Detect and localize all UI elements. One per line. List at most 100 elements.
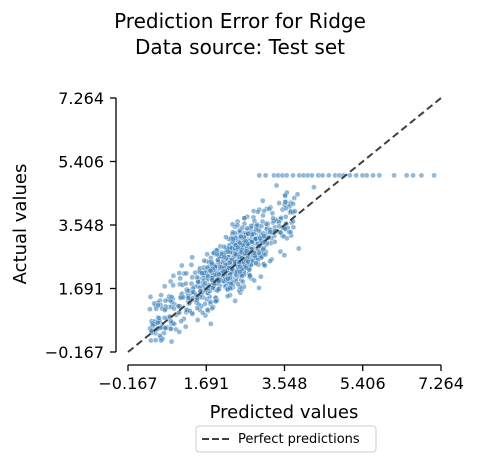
scatter-point (176, 270, 183, 276)
scatter-point (282, 192, 288, 199)
scatter-point (221, 254, 227, 260)
scatter-point (290, 224, 297, 230)
scatter-point (277, 248, 284, 255)
scatter-point (281, 252, 288, 258)
legend-label-perfect-predictions: Perfect predictions (238, 432, 360, 447)
scatter-point (201, 257, 207, 264)
scatter-point (256, 285, 262, 291)
scatter-point (208, 321, 214, 327)
scatter-point (183, 270, 190, 277)
scatter-point (242, 238, 249, 244)
scatter-point (214, 251, 220, 258)
scatter-point (261, 208, 267, 214)
scatter-point (229, 229, 236, 236)
scatter-point (245, 231, 251, 237)
scatter-point (157, 332, 163, 339)
scatter-point-capped (290, 172, 296, 179)
scatter-point (226, 259, 233, 266)
scatter-point (245, 258, 251, 265)
scatter-point (178, 318, 184, 324)
scatter-point (177, 275, 183, 282)
scatter-point (162, 297, 169, 304)
scatter-point (277, 229, 284, 236)
chart-title-line-2: Data source: Test set (135, 35, 345, 59)
scatter-point (282, 213, 289, 220)
scatter-point (154, 319, 161, 326)
scatter-point (171, 305, 177, 312)
scatter-point (176, 329, 183, 335)
scatter-point-capped (256, 172, 263, 179)
scatter-point (262, 251, 269, 258)
scatter-point (168, 326, 174, 332)
scatter-point (207, 299, 214, 305)
scatter-point (234, 222, 241, 229)
scatter-point (168, 294, 175, 300)
legend: Perfect predictions (195, 425, 377, 453)
scatter-point (238, 233, 244, 240)
scatter-point (255, 209, 261, 215)
scatter-point-capped (418, 172, 425, 179)
scatter-point (216, 271, 222, 278)
scatter-point (262, 262, 268, 269)
scatter-point (311, 184, 317, 190)
scatter-point (234, 244, 241, 251)
scatter-point-capped (347, 172, 353, 179)
y-tick-label: −0.167 (45, 343, 104, 362)
scatter-point (155, 302, 161, 309)
scatter-point (179, 262, 185, 269)
scatter-point (232, 251, 239, 258)
scatter-point (241, 215, 248, 221)
scatter-point-capped (376, 172, 383, 179)
legend-box (195, 425, 377, 453)
scatter-point (235, 281, 241, 287)
axes: −0.167 1.691 3.548 5.406 7.264 −0.167 1.691 3.5… (45, 89, 464, 393)
perfect-prediction-line-layer (127, 97, 442, 353)
scatter-point (209, 305, 215, 312)
scatter-point (167, 278, 174, 285)
scatter-point (161, 307, 168, 313)
scatter-point (281, 233, 287, 240)
scatter-point (244, 225, 250, 232)
scatter-point (207, 267, 214, 274)
scatter-point (294, 191, 301, 198)
scatter-point (227, 285, 233, 291)
scatter-point (204, 251, 210, 258)
scatter-point (209, 260, 215, 267)
scatter-point (175, 303, 182, 309)
scatter-points (147, 172, 437, 345)
scatter-point (282, 199, 289, 205)
scatter-point (170, 272, 177, 279)
x-tick-label: −0.167 (98, 374, 157, 393)
x-tick-label: 1.691 (183, 374, 229, 393)
scatter-point (287, 229, 294, 235)
scatter-point (221, 243, 227, 250)
scatter-point (185, 295, 192, 301)
scatter-point (168, 338, 175, 345)
scatter-point (271, 239, 278, 245)
scatter-point (212, 298, 219, 305)
scatter-point (194, 305, 201, 311)
y-tick-label: 3.548 (58, 216, 104, 235)
perfect-prediction-line (127, 97, 442, 353)
scatter-point (223, 234, 229, 240)
scatter-point (229, 221, 236, 228)
scatter-point (199, 270, 205, 277)
scatter-point-capped (309, 172, 315, 179)
scatter-point-capped (370, 172, 376, 179)
x-axis-label: Predicted values (210, 402, 359, 423)
scatter-point (224, 248, 231, 255)
scatter-point-capped (403, 172, 410, 179)
scatter-point (152, 337, 159, 343)
scatter-point (199, 310, 206, 316)
scatter-point-capped (431, 172, 437, 179)
scatter-point (257, 235, 263, 242)
scatter-point (240, 278, 246, 285)
scatter-point-capped (262, 172, 269, 179)
scatter-point (251, 218, 258, 224)
x-tick-label: 7.264 (418, 374, 464, 393)
scatter-point-capped (363, 172, 370, 179)
scatter-point (190, 288, 197, 295)
scatter-point (292, 208, 298, 214)
scatter-point (260, 246, 266, 253)
scatter-point (232, 298, 238, 304)
